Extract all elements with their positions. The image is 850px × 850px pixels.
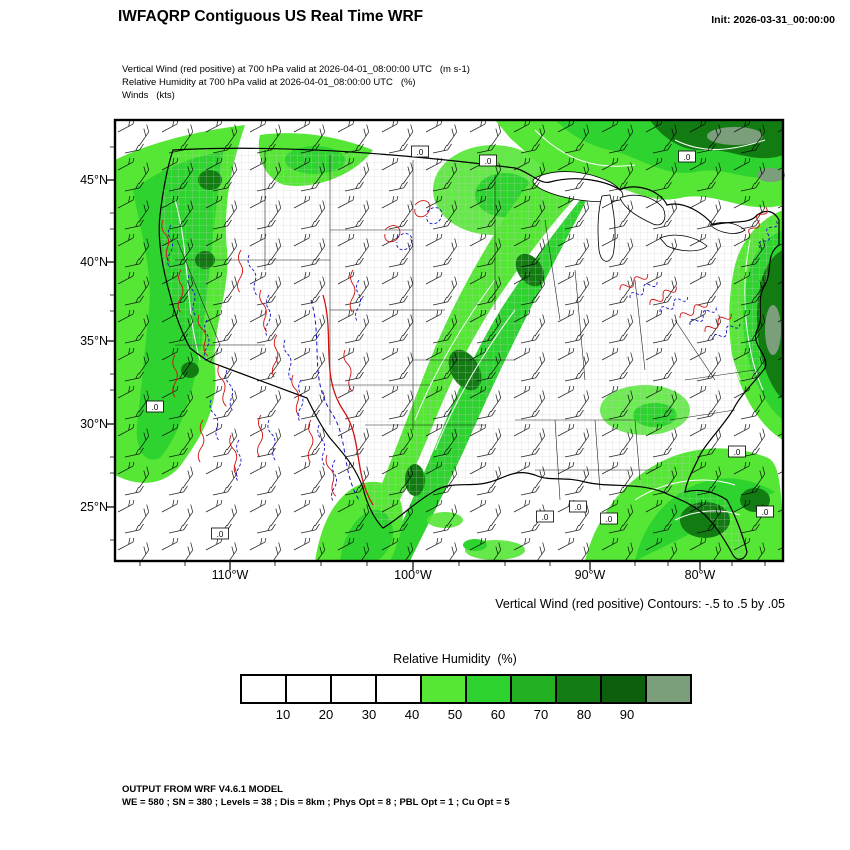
lon-label: 110°W [211, 568, 249, 582]
colorbar-tick-label: 80 [576, 707, 592, 722]
colorbar-tick-label: 90 [619, 707, 635, 722]
contour-label-boxes: .0 .0 .0 .0 .0 .0 .0 .0 .0 .0 [146, 145, 774, 540]
footer-model-line: OUTPUT FROM WRF V4.6.1 MODEL [122, 784, 283, 795]
lat-label: 35°N [80, 334, 108, 348]
colorbar-cell [240, 674, 287, 704]
colorbar-cell [555, 674, 602, 704]
footer-config-line: WE = 580 ; SN = 380 ; Levels = 38 ; Dis … [122, 797, 510, 808]
subtitle-line-2: Relative Humidity at 700 hPa valid at 20… [122, 77, 416, 88]
map-frame [113, 118, 785, 563]
lat-label: 45°N [80, 173, 108, 187]
lon-label: 100°W [394, 568, 432, 582]
lon-label: 90°W [574, 568, 606, 582]
colorbar-tick-label: 50 [447, 707, 463, 722]
wind-barbs [115, 120, 783, 561]
svg-text:.0: .0 [485, 157, 492, 166]
map-figure: .0 .0 .0 .0 .0 .0 .0 .0 .0 .0 [106, 118, 785, 570]
colorbar-cell [285, 674, 332, 704]
axis-ticks [106, 146, 766, 570]
svg-text:.0: .0 [575, 503, 582, 512]
colorbar-tick-label: 70 [533, 707, 549, 722]
colorbar-cell [330, 674, 377, 704]
colorbar-tick-label: 30 [361, 707, 377, 722]
colorbar-tick-label: 20 [318, 707, 334, 722]
svg-text:.0: .0 [684, 153, 691, 162]
lat-label: 25°N [80, 500, 108, 514]
svg-text:.0: .0 [762, 508, 769, 517]
svg-text:.0: .0 [152, 403, 159, 412]
vertical-wind-contours [160, 200, 780, 506]
colorbar-cell [510, 674, 557, 704]
svg-text:.0: .0 [734, 448, 741, 457]
colorbar [240, 674, 692, 704]
colorbar-cell [420, 674, 467, 704]
us-weather-map: .0 .0 .0 .0 .0 .0 .0 .0 .0 .0 [106, 118, 785, 570]
lat-label: 40°N [80, 255, 108, 269]
svg-text:.0: .0 [217, 530, 224, 539]
init-time: Init: 2026-03-31_00:00:00 [711, 14, 835, 26]
svg-text:.0: .0 [417, 148, 424, 157]
lat-label: 30°N [80, 417, 108, 431]
colorbar-cell [600, 674, 647, 704]
colorbar-cell [375, 674, 422, 704]
colorbar-cell [645, 674, 692, 704]
subtitle-line-1: Vertical Wind (red positive) at 700 hPa … [122, 64, 470, 75]
colorbar-tick-label: 60 [490, 707, 506, 722]
svg-text:.0: .0 [542, 513, 549, 522]
colorbar-tick-label: 40 [404, 707, 420, 722]
contour-note: Vertical Wind (red positive) Contours: -… [495, 597, 785, 611]
colorbar-tick-label: 10 [275, 707, 291, 722]
colorbar-cell [465, 674, 512, 704]
svg-text:.0: .0 [606, 515, 613, 524]
colorbar-title: Relative Humidity (%) [393, 652, 517, 666]
lon-label: 80°W [684, 568, 716, 582]
plot-title: IWFAQRP Contiguous US Real Time WRF [118, 8, 424, 25]
subtitle-line-3: Winds (kts) [122, 90, 175, 101]
